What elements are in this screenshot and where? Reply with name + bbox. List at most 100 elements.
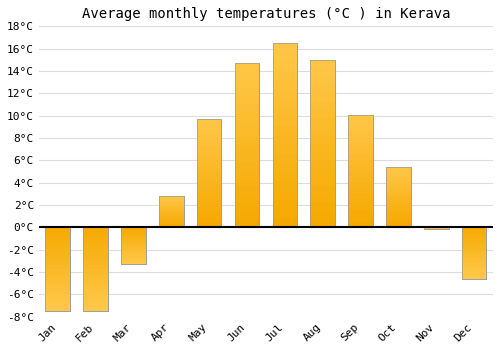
Bar [234,162,260,170]
Bar [462,261,486,264]
Bar [234,112,260,121]
Bar [348,120,373,126]
Bar [159,210,184,212]
Bar [348,126,373,132]
Bar [197,119,222,228]
Bar [272,172,297,181]
Bar [462,248,486,251]
Bar [121,261,146,262]
Bar [310,135,335,143]
Bar [46,299,70,303]
Bar [84,299,108,303]
Bar [46,269,70,273]
Bar [348,222,373,228]
Bar [310,118,335,127]
Bar [462,276,486,279]
Bar [121,244,146,246]
Bar [386,212,410,215]
Bar [197,135,222,141]
Bar [121,228,146,264]
Bar [197,211,222,217]
Bar [310,102,335,110]
Bar [84,265,108,269]
Bar [234,186,260,195]
Bar [310,169,335,177]
Bar [348,182,373,188]
Bar [386,224,410,228]
Bar [272,190,297,200]
Bar [272,98,297,107]
Bar [159,212,184,214]
Bar [234,154,260,162]
Bar [121,262,146,264]
Bar [121,255,146,257]
Bar [348,154,373,160]
Bar [84,228,108,311]
Bar [234,195,260,203]
Bar [159,218,184,219]
Bar [272,107,297,117]
Bar [310,85,335,93]
Bar [348,171,373,177]
Bar [197,178,222,184]
Bar [121,242,146,244]
Bar [348,114,373,228]
Bar [386,170,410,173]
Bar [159,196,184,228]
Bar [197,195,222,200]
Bar [462,235,486,238]
Bar [462,245,486,248]
Bar [121,237,146,238]
Bar [310,211,335,219]
Bar [348,205,373,210]
Bar [197,141,222,146]
Bar [310,144,335,152]
Bar [348,114,373,120]
Bar [348,132,373,137]
Bar [121,238,146,240]
Bar [310,127,335,135]
Bar [159,199,184,201]
Bar [84,236,108,240]
Bar [462,238,486,240]
Bar [46,273,70,278]
Bar [46,294,70,299]
Bar [310,93,335,102]
Bar [197,168,222,173]
Bar [159,216,184,218]
Bar [84,269,108,273]
Bar [386,185,410,188]
Bar [348,160,373,165]
Bar [197,217,222,222]
Bar [84,290,108,294]
Bar [348,137,373,143]
Bar [234,104,260,112]
Bar [386,167,410,228]
Bar [272,200,297,209]
Bar [348,143,373,148]
Bar [462,266,486,268]
Bar [84,286,108,290]
Bar [234,63,260,228]
Bar [386,176,410,179]
Bar [462,243,486,245]
Bar [121,248,146,250]
Bar [272,209,297,218]
Bar [234,88,260,96]
Bar [197,130,222,135]
Bar [121,259,146,261]
Bar [46,253,70,257]
Bar [159,201,184,202]
Bar [84,228,108,232]
Bar [46,265,70,269]
Bar [386,191,410,194]
Bar [272,154,297,163]
Bar [272,62,297,71]
Bar [386,203,410,206]
Bar [234,96,260,104]
Bar [310,219,335,228]
Bar [424,228,448,229]
Bar [121,250,146,251]
Bar [84,240,108,244]
Bar [121,251,146,253]
